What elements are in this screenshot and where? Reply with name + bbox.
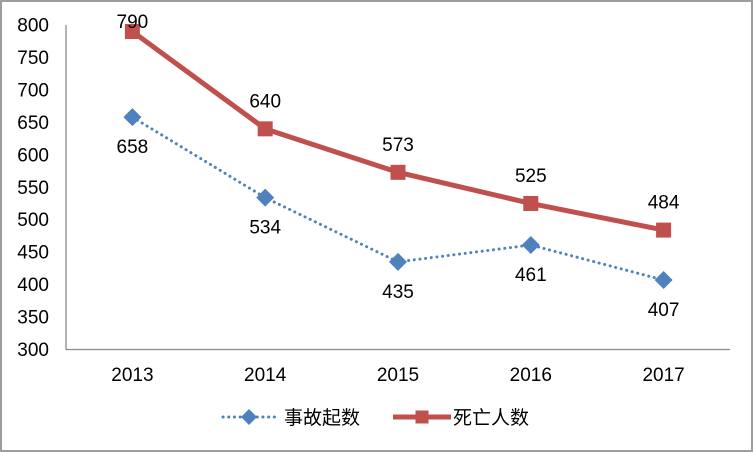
series-marker — [241, 409, 257, 425]
y-axis-label: 750 — [17, 48, 49, 69]
y-axis-label: 550 — [17, 178, 49, 199]
data-label: 461 — [515, 265, 547, 286]
x-axis-label: 2015 — [377, 365, 419, 386]
data-label: 790 — [117, 12, 149, 33]
legend-label: 死亡人数 — [453, 407, 529, 429]
data-label: 573 — [382, 135, 414, 156]
y-axis-label: 500 — [17, 210, 49, 231]
series-marker — [415, 410, 429, 424]
series-marker — [123, 108, 142, 127]
data-label: 534 — [249, 218, 281, 239]
y-axis-label: 350 — [17, 308, 49, 329]
data-label: 658 — [117, 137, 149, 158]
series-marker — [389, 252, 407, 271]
y-axis-label: 450 — [17, 243, 49, 264]
data-label: 525 — [515, 166, 547, 187]
x-axis-label: 2014 — [244, 365, 287, 386]
data-label: 407 — [648, 300, 680, 321]
series-marker — [256, 188, 275, 207]
y-axis-label: 400 — [17, 275, 49, 296]
series-marker — [523, 195, 539, 211]
series-marker — [521, 236, 540, 255]
series-line-死亡人数 — [130, 29, 665, 233]
y-axis-label: 650 — [17, 113, 49, 134]
data-label: 435 — [382, 282, 414, 303]
x-axis-label: 2013 — [111, 365, 153, 386]
y-axis-label: 600 — [17, 145, 49, 166]
legend-label: 事故起数 — [284, 407, 360, 429]
y-axis-label: 800 — [17, 16, 49, 37]
data-label: 640 — [249, 91, 281, 112]
series-marker — [124, 23, 140, 39]
x-axis-label: 2016 — [510, 365, 552, 386]
axis-lines — [65, 25, 730, 351]
series-marker — [654, 271, 673, 290]
y-axis-label: 300 — [17, 340, 49, 361]
series-marker — [257, 121, 273, 137]
series-marker — [656, 222, 672, 238]
data-label: 484 — [648, 193, 680, 214]
series-marker — [390, 164, 406, 180]
x-axis-label: 2017 — [642, 365, 684, 386]
y-axis-label: 700 — [17, 80, 49, 101]
